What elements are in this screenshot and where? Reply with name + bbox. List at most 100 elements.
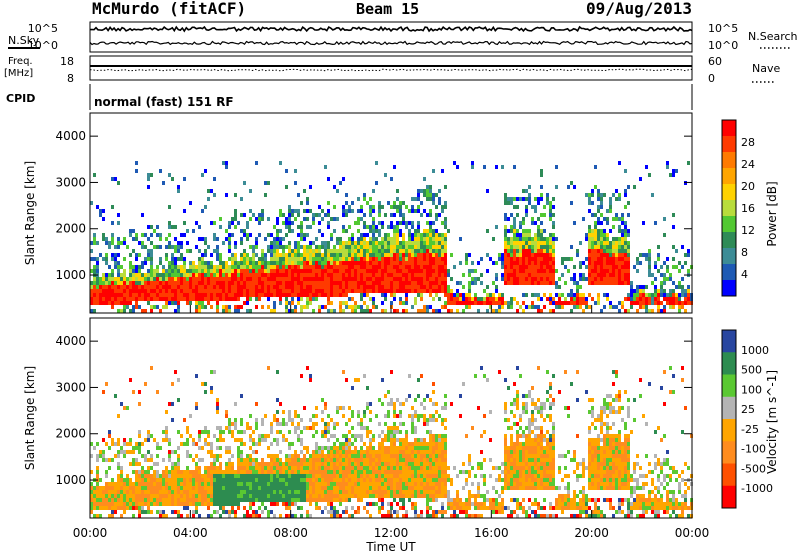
power-cell bbox=[222, 269, 225, 273]
power-cell bbox=[96, 293, 99, 297]
velocity-cell bbox=[396, 446, 399, 450]
power-cell bbox=[303, 189, 306, 193]
power-cell bbox=[195, 285, 198, 289]
power-cell bbox=[228, 249, 231, 253]
power-cell bbox=[243, 213, 246, 217]
power-cell bbox=[261, 257, 264, 261]
power-cell bbox=[222, 297, 225, 301]
velocity-cell bbox=[309, 462, 312, 466]
power-cell bbox=[300, 201, 303, 205]
power-cell bbox=[492, 309, 495, 313]
power-cell bbox=[408, 233, 411, 237]
velocity-cell bbox=[153, 482, 156, 486]
power-cell bbox=[504, 281, 507, 285]
velocity-cell bbox=[231, 466, 234, 470]
power-cell bbox=[276, 261, 279, 265]
velocity-cell bbox=[195, 474, 198, 478]
power-cell bbox=[441, 281, 444, 285]
power-cell bbox=[138, 241, 141, 245]
velocity-cell bbox=[348, 478, 351, 482]
power-cell bbox=[117, 273, 120, 277]
velocity-cell bbox=[228, 498, 231, 502]
power-cell bbox=[249, 261, 252, 265]
power-cell bbox=[444, 293, 447, 297]
power-cell bbox=[162, 269, 165, 273]
power-cell bbox=[663, 297, 666, 301]
velocity-cell bbox=[405, 470, 408, 474]
power-cell bbox=[441, 269, 444, 273]
velocity-cell bbox=[180, 490, 183, 494]
power-cell bbox=[576, 289, 579, 293]
velocity-cell bbox=[312, 434, 315, 438]
power-cell bbox=[621, 305, 624, 309]
power-cell bbox=[372, 249, 375, 253]
power-cell bbox=[660, 265, 663, 269]
power-cell bbox=[159, 289, 162, 293]
power-cell bbox=[522, 245, 525, 249]
power-cell bbox=[210, 277, 213, 281]
power-cell bbox=[420, 277, 423, 281]
velocity-cell bbox=[384, 486, 387, 490]
power-cell bbox=[216, 257, 219, 261]
velocity-cell bbox=[174, 486, 177, 490]
power-cell bbox=[468, 293, 471, 297]
power-cell bbox=[165, 245, 168, 249]
power-cell bbox=[171, 285, 174, 289]
power-cell bbox=[501, 265, 504, 269]
power-cell bbox=[516, 281, 519, 285]
velocity-cell bbox=[390, 438, 393, 442]
velocity-cell bbox=[207, 478, 210, 482]
power-cell bbox=[417, 189, 420, 193]
power-cell bbox=[612, 281, 615, 285]
power-cell bbox=[111, 269, 114, 273]
velocity-cell bbox=[237, 482, 240, 486]
velocity-cell bbox=[351, 410, 354, 414]
power-cell bbox=[417, 237, 420, 241]
velocity-cell bbox=[258, 514, 261, 518]
power-cell bbox=[624, 297, 627, 301]
power-cell bbox=[411, 257, 414, 261]
power-cell bbox=[534, 273, 537, 277]
velocity-cell bbox=[342, 434, 345, 438]
velocity-cell bbox=[219, 494, 222, 498]
velocity-cell bbox=[156, 390, 159, 394]
power-cell bbox=[303, 293, 306, 297]
power-cell bbox=[393, 253, 396, 257]
power-cell bbox=[129, 273, 132, 277]
velocity-cell bbox=[351, 514, 354, 518]
power-cell bbox=[609, 261, 612, 265]
velocity-cell bbox=[312, 490, 315, 494]
power-cell bbox=[267, 249, 270, 253]
power-cell bbox=[318, 249, 321, 253]
power-cell bbox=[240, 241, 243, 245]
power-cell bbox=[183, 273, 186, 277]
power-cell bbox=[636, 293, 639, 297]
power-cell bbox=[171, 281, 174, 285]
velocity-cell bbox=[132, 462, 135, 466]
power-cell bbox=[255, 261, 258, 265]
power-cell bbox=[90, 297, 93, 301]
power-cell bbox=[684, 309, 687, 313]
velocity-cell bbox=[237, 470, 240, 474]
power-cell bbox=[411, 281, 414, 285]
power-cell bbox=[183, 297, 186, 301]
power-cell bbox=[678, 293, 681, 297]
velocity-cell bbox=[351, 414, 354, 418]
velocity-cell bbox=[105, 506, 108, 510]
power-cell bbox=[621, 217, 624, 221]
power-cell bbox=[594, 249, 597, 253]
power-cell bbox=[93, 257, 96, 261]
power-cell bbox=[279, 285, 282, 289]
power-cell bbox=[345, 293, 348, 297]
power-cell bbox=[531, 281, 534, 285]
power-cell bbox=[507, 253, 510, 257]
velocity-cell bbox=[381, 486, 384, 490]
power-cell bbox=[429, 197, 432, 201]
velocity-cell bbox=[162, 510, 165, 514]
power-cell bbox=[393, 201, 396, 205]
power-cell bbox=[549, 273, 552, 277]
power-cell bbox=[411, 225, 414, 229]
velocity-cell bbox=[333, 466, 336, 470]
power-cell bbox=[501, 165, 504, 169]
velocity-cell bbox=[273, 470, 276, 474]
